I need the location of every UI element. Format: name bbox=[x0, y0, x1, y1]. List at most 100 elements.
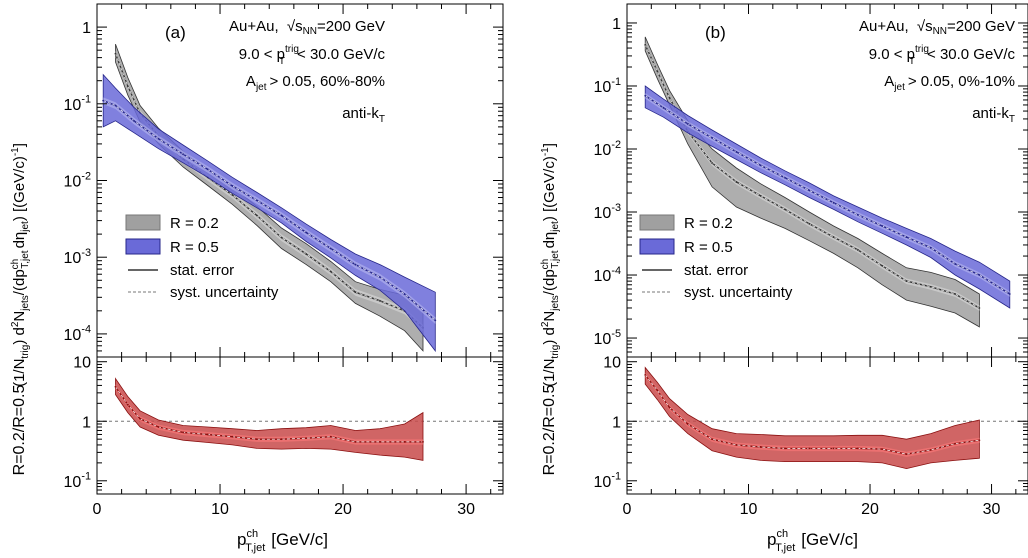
x-axis-title-a: pch T,jet [GeV/c] bbox=[237, 528, 328, 554]
r05-point bbox=[856, 213, 859, 216]
r02-point bbox=[280, 236, 283, 239]
ratio-point bbox=[379, 441, 381, 443]
r05-point bbox=[881, 225, 884, 227]
ratio-point bbox=[711, 438, 713, 441]
spectrum-plot-a: 1 10-1 10-2 10-3 10-4 bbox=[64, 3, 504, 358]
x-tick-label: 0 bbox=[93, 501, 102, 518]
y-axis-title-a: (1/Ntrig) d2Njets/(dpchT,jetdηjet) [(GeV… bbox=[10, 143, 31, 387]
r02-point bbox=[856, 249, 859, 251]
y-tick-label: 10-1 bbox=[594, 76, 621, 96]
ratio-point bbox=[114, 385, 117, 388]
plot-frame bbox=[96, 356, 504, 495]
ratio-syst-band bbox=[115, 377, 424, 461]
r05-point bbox=[329, 247, 332, 250]
r05-syst-band bbox=[644, 85, 1011, 309]
r02-point bbox=[905, 280, 908, 283]
y-tick-label: 1 bbox=[612, 414, 621, 431]
r05-syst-dash bbox=[645, 95, 1010, 295]
r02-point bbox=[126, 85, 129, 88]
legend-swatch-r02 bbox=[639, 214, 675, 231]
jet-algorithm: anti-kT bbox=[972, 105, 1015, 125]
r05-point bbox=[686, 123, 689, 125]
ratio-point bbox=[881, 448, 884, 451]
y-tick-label: 10-3 bbox=[594, 202, 621, 222]
r02-point bbox=[954, 293, 956, 295]
ajet-cut: Ajet > 0.05, 0%-10% bbox=[884, 73, 1015, 93]
ratio-point bbox=[686, 423, 689, 425]
r05-point bbox=[929, 246, 932, 249]
ratio-syst-band bbox=[644, 366, 980, 470]
y-tick-label: 10 bbox=[603, 355, 621, 372]
r05-point bbox=[379, 276, 381, 279]
ratio-point bbox=[832, 447, 835, 450]
trigger-range: 9.0 < ptrig T < 30.0 GeV/c bbox=[869, 44, 1016, 67]
r05-point bbox=[403, 293, 406, 296]
r02-point bbox=[759, 195, 762, 197]
ratio-point bbox=[256, 438, 258, 441]
ratio-syst-dash bbox=[644, 374, 980, 455]
ratio-point bbox=[206, 433, 209, 436]
r02-syst-band bbox=[644, 36, 980, 328]
legend-label-r05: R = 0.5 bbox=[170, 239, 219, 256]
x-axis-title-b: pch T,jet [GeV/c] bbox=[767, 528, 858, 554]
r05-syst-dash bbox=[103, 100, 436, 321]
legend-label-r02: R = 0.2 bbox=[684, 215, 733, 232]
ratio-point bbox=[182, 431, 185, 434]
r05-point bbox=[133, 119, 135, 122]
y-tick-label: 10-4 bbox=[594, 265, 621, 285]
plot-frame bbox=[626, 356, 1028, 495]
y-tick-label: 10-5 bbox=[594, 328, 621, 348]
r05-point bbox=[434, 319, 437, 322]
ratio-point bbox=[808, 447, 811, 450]
collision-system: Au+Au, √sNN=200 GeV bbox=[229, 18, 385, 37]
r02-point bbox=[231, 193, 234, 196]
r05-point bbox=[735, 150, 738, 153]
r05-point bbox=[759, 164, 762, 167]
ratio-y-axis-title: R=0.2/R=0.5 bbox=[541, 385, 558, 476]
ratio-point bbox=[978, 439, 981, 442]
r02-point bbox=[929, 285, 932, 288]
ratio-point bbox=[139, 417, 141, 420]
r05-point bbox=[978, 274, 981, 276]
r05-point bbox=[206, 168, 209, 171]
y-tick-label: 10-1 bbox=[64, 471, 91, 491]
r05-point bbox=[905, 236, 908, 238]
x-tick-label: 20 bbox=[861, 501, 879, 518]
r02-point bbox=[711, 162, 713, 164]
r05-point bbox=[711, 136, 713, 139]
panel-tag: (b) bbox=[705, 23, 726, 42]
ratio-point bbox=[656, 389, 659, 392]
r05-syst-band bbox=[102, 73, 436, 353]
r05-stat-band bbox=[103, 97, 436, 324]
ratio-point bbox=[157, 426, 160, 428]
ratio-point bbox=[668, 406, 671, 409]
r02-point bbox=[305, 253, 308, 255]
legend-label-r02: R = 0.2 bbox=[170, 215, 219, 232]
ratio-point bbox=[231, 435, 234, 438]
ratio-point bbox=[929, 449, 932, 451]
ratio-point bbox=[856, 447, 859, 450]
ratio-point bbox=[305, 437, 308, 440]
y-tick-label: 1 bbox=[82, 414, 91, 431]
r02-point bbox=[256, 214, 258, 217]
trigger-range: 9.0 < ptrig T < 30.0 GeV/c bbox=[239, 44, 386, 67]
ratio-point bbox=[735, 444, 738, 446]
r05-point bbox=[256, 199, 258, 202]
ratio-point bbox=[905, 453, 908, 456]
r05-point bbox=[954, 263, 956, 265]
r02-point bbox=[354, 291, 357, 294]
y-tick-label: 10-3 bbox=[64, 247, 91, 267]
ratio-point bbox=[759, 446, 762, 448]
ratio-stat-band bbox=[645, 372, 980, 457]
r02-syst-band bbox=[115, 43, 424, 352]
r05-point bbox=[644, 94, 647, 97]
x-tick-label: 10 bbox=[211, 501, 229, 518]
r02-stat-band bbox=[115, 50, 423, 332]
r05-point bbox=[832, 201, 835, 204]
legend-swatch-r05 bbox=[639, 238, 675, 255]
r05-point bbox=[354, 263, 357, 266]
r05-point bbox=[305, 231, 308, 234]
y-tick-label: 10-1 bbox=[64, 94, 91, 114]
